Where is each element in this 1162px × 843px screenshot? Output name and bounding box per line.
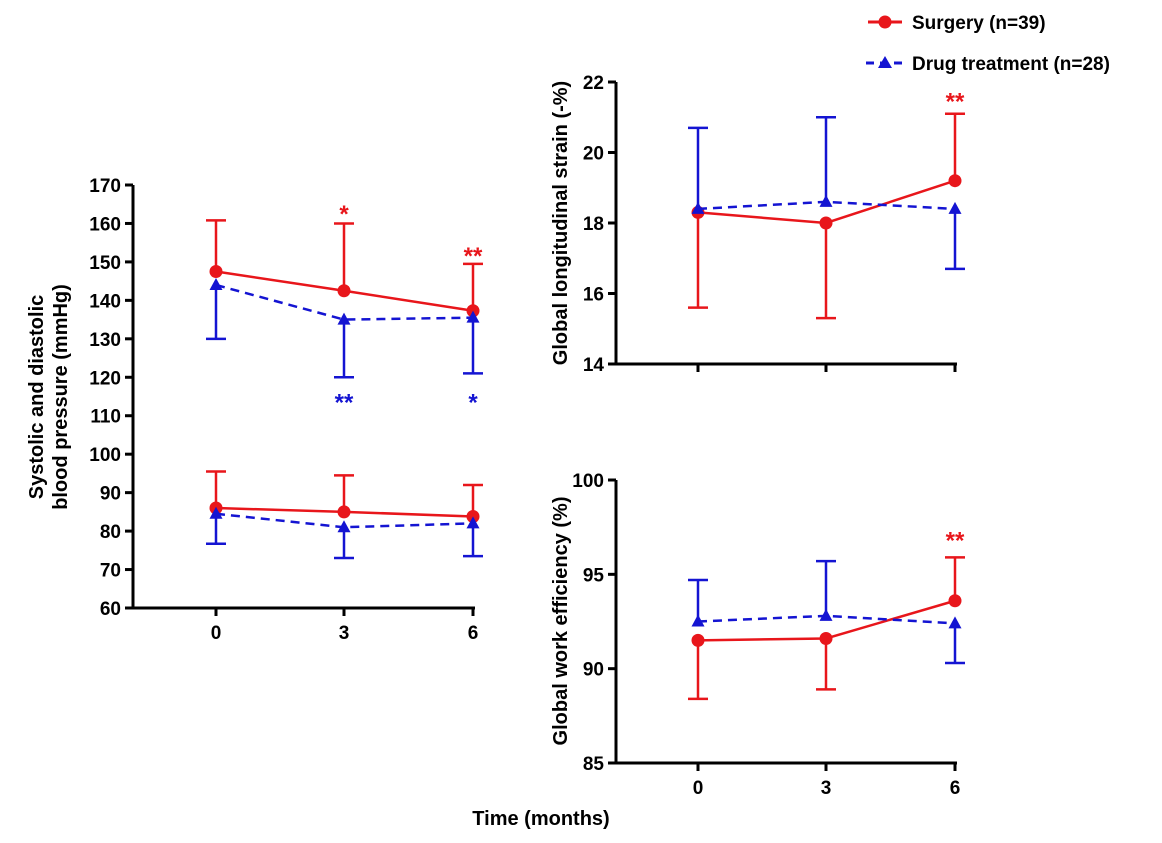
bp-y-axis-label: Systolic and diastolic blood pressure (mm… [26, 284, 72, 510]
bp-drug-point [337, 520, 351, 533]
gwe-y-tick-label: 100 [572, 471, 604, 492]
legend-drug-label: Drug treatment (n=28) [912, 54, 1110, 75]
gls-drug-point [819, 194, 833, 207]
shared-x-axis-label: Time (months) [472, 808, 609, 830]
gwe-x-tick-label: 6 [950, 778, 961, 799]
gls-y-axis-label-line: Global longitudinal strain (-%) [550, 81, 572, 365]
bp-y-tick-label: 90 [100, 484, 121, 505]
bp-y-tick-label: 70 [100, 561, 121, 582]
bp-y-tick-label: 160 [89, 214, 121, 235]
gls-surgery-point [948, 174, 962, 188]
gwe-y-axis-label-line: Global work efficiency (%) [550, 497, 572, 746]
bp-y-tick-label: 140 [89, 291, 121, 312]
gwe-surgery-point [691, 633, 705, 647]
gwe-drug-point [948, 616, 962, 629]
legend-drug-marker [878, 56, 892, 68]
bp-y-tick-label: 130 [89, 330, 121, 351]
bp-x-tick-label: 0 [211, 623, 222, 644]
bp-surgery-point [337, 284, 351, 298]
gwe-x-tick-label: 0 [693, 778, 704, 799]
bp-drug-point [337, 312, 351, 325]
gwe-drug-point [819, 608, 833, 621]
gwe-surgery-point [948, 594, 962, 608]
bp-significance-marker: ** [464, 243, 483, 270]
bp-drug-point [466, 310, 480, 323]
gls-drug-point [948, 201, 962, 214]
chart-global-work-efficiency: 85 90 95 100 0 3 6 Global work efficiency (%) ** [550, 471, 965, 799]
bp-y-tick-label: 150 [89, 253, 121, 274]
bp-drug-point [209, 506, 223, 519]
bp-y-tick-label: 120 [89, 368, 121, 389]
bp-y-axis-label-line: Systolic and diastolic [26, 295, 48, 500]
bp-y-axis-label-line: blood pressure (mmHg) [50, 284, 72, 510]
legend-surgery-marker [878, 15, 892, 29]
gls-drug-point [691, 201, 705, 214]
bp-y-tick-label: 80 [100, 522, 121, 543]
gls-y-tick-label: 18 [583, 214, 604, 235]
bp-x-tick-label: 6 [468, 623, 479, 644]
gls-y-tick-label: 14 [583, 355, 605, 376]
legend: Surgery (n=39) Drug treatment (n=28) [866, 13, 1110, 75]
gwe-y-axis-label: Global work efficiency (%) [550, 497, 572, 746]
gwe-y-tick-label: 90 [583, 660, 604, 681]
bp-y-tick-label: 170 [89, 176, 121, 197]
legend-surgery-label: Surgery (n=39) [912, 13, 1046, 34]
bp-series-line [215, 283, 474, 321]
gwe-drug-point [691, 614, 705, 627]
gls-y-tick-label: 22 [583, 73, 604, 94]
bp-significance-marker: * [339, 201, 349, 228]
gls-y-tick-label: 20 [583, 144, 604, 165]
gwe-x-tick-label: 3 [821, 778, 832, 799]
gls-y-axis-label: Global longitudinal strain (-%) [550, 81, 572, 365]
bp-significance-marker: * [468, 389, 478, 416]
bp-drug-point [466, 516, 480, 529]
gwe-significance-marker: ** [946, 527, 965, 554]
bp-surgery-point [209, 265, 223, 279]
bp-y-tick-label: 110 [90, 407, 121, 428]
bp-drug-point [209, 277, 223, 290]
bp-y-tick-label: 100 [89, 445, 121, 466]
bp-x-tick-label: 3 [339, 623, 350, 644]
gls-significance-marker: ** [946, 89, 965, 116]
chart-global-longitudinal-strain: 14 16 18 20 22 Global longitudinal strain (-%… [550, 73, 965, 376]
gls-surgery-point [819, 216, 833, 230]
bp-y-tick-label: 60 [100, 599, 121, 620]
gwe-surgery-point [819, 631, 833, 645]
bp-surgery-point [337, 505, 351, 519]
chart-blood-pressure: 60 70 80 90 100 110 120 130 140 150 160 170 0 3 6 Systo… [26, 176, 483, 644]
gwe-y-tick-label: 85 [583, 754, 605, 775]
gls-y-tick-label: 16 [583, 285, 604, 306]
gwe-y-tick-label: 95 [583, 565, 605, 586]
bp-significance-marker: ** [335, 389, 354, 416]
